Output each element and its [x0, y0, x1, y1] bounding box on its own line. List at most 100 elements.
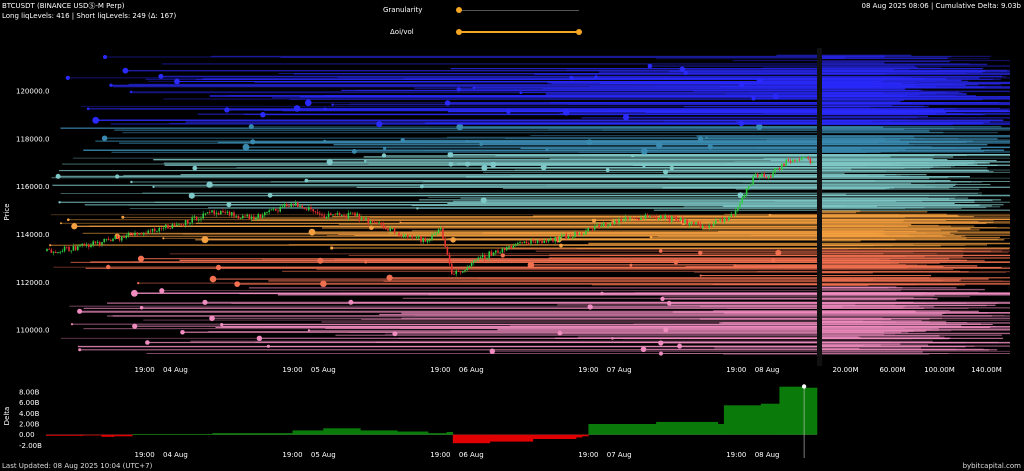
candle-body	[695, 222, 697, 224]
oi-vol-handle-high[interactable]	[576, 29, 582, 35]
candle-body	[572, 236, 574, 238]
liq-level-marker	[450, 237, 456, 243]
volume-bar	[822, 130, 930, 133]
candle-body	[660, 215, 662, 218]
candle-body	[283, 204, 286, 207]
candle-body	[761, 173, 763, 177]
volume-bar	[822, 131, 944, 134]
candle-body	[358, 213, 361, 220]
volume-bar	[822, 147, 955, 149]
candle-body	[220, 211, 222, 215]
candle-body	[286, 204, 288, 207]
candle-body	[805, 157, 807, 158]
candle-body	[424, 237, 427, 242]
candle-body	[462, 271, 464, 273]
candle-body	[589, 228, 592, 229]
candle-body	[807, 157, 809, 159]
volume-bar	[822, 174, 868, 176]
candle-body	[294, 202, 297, 205]
volume-bar	[822, 177, 930, 180]
candle-body	[325, 217, 328, 219]
candle-body	[539, 240, 541, 242]
delta-area-segment	[452, 434, 491, 444]
volume-bar	[822, 119, 910, 121]
delta-time-tick-label: 05 Aug	[311, 451, 336, 459]
price-tick-label: 118000.0	[16, 135, 49, 143]
candle-body	[710, 225, 713, 227]
volume-bar	[822, 302, 857, 304]
candle-body	[94, 241, 97, 244]
candle-body	[330, 213, 332, 216]
candle-body	[365, 217, 367, 220]
candle-body	[407, 234, 409, 238]
candle-body	[486, 258, 488, 259]
volume-bar	[822, 310, 915, 312]
candle-body	[550, 238, 552, 240]
candle-body	[541, 240, 543, 243]
volume-bar	[822, 297, 914, 299]
candle-body	[217, 212, 220, 215]
volume-bar	[822, 225, 952, 227]
candle-body	[765, 177, 768, 178]
candle-body	[347, 213, 350, 219]
candle-body	[99, 242, 101, 245]
candle-body	[479, 257, 482, 259]
candle-body	[367, 217, 369, 224]
candle-body	[382, 224, 385, 229]
volume-bar	[822, 86, 985, 88]
liq-level-marker	[527, 261, 535, 269]
liq-level-marker	[103, 55, 107, 59]
timestamp-cumulative-delta: 08 Aug 2025 08:06 | Cumulative Delta: 9.…	[861, 2, 1021, 10]
delta-area-segment	[397, 431, 429, 435]
candle-body	[809, 158, 812, 164]
candle-body	[743, 194, 746, 198]
delta-area-segment	[489, 434, 534, 442]
volume-bar	[822, 91, 960, 94]
candle-body	[737, 207, 739, 211]
candle-body	[48, 248, 50, 250]
delta-area-segment	[132, 434, 213, 435]
volume-bar	[822, 165, 955, 167]
volume-bar	[822, 123, 953, 126]
oi-vol-handle-low[interactable]	[456, 29, 462, 35]
delta-time-tick-label: 19:00	[430, 451, 450, 459]
candle-body	[140, 233, 143, 235]
volume-bar	[822, 70, 986, 72]
volume-bar	[822, 230, 958, 232]
delta-tick-label: 8.00B	[19, 389, 40, 397]
candle-body	[50, 249, 53, 253]
oi-vol-slider[interactable]	[456, 28, 582, 36]
candle-body	[68, 246, 70, 251]
liq-levels-summary: Long liqLevels: 416 | Short liqLevels: 2…	[2, 12, 177, 20]
time-tick-label: 06 Aug	[459, 366, 484, 374]
candle-body	[453, 274, 455, 275]
candle-body	[345, 215, 347, 219]
candle-body	[644, 214, 647, 219]
volume-bar	[822, 100, 901, 103]
candle-body	[57, 252, 59, 253]
volume-bar	[822, 140, 896, 142]
candle-body	[374, 222, 376, 223]
candle-body	[250, 216, 253, 219]
liq-level-marker	[70, 323, 74, 326]
candle-body	[569, 236, 572, 238]
volume-bar	[822, 330, 914, 332]
candle-body	[288, 206, 290, 208]
candle-body	[402, 235, 405, 237]
candle-body	[519, 242, 521, 244]
candle-body	[468, 266, 471, 268]
candle-body	[651, 216, 653, 217]
granularity-slider[interactable]	[456, 6, 580, 14]
volume-bar	[822, 62, 885, 64]
candle-body	[748, 185, 750, 189]
liq-level-marker	[77, 308, 83, 314]
volume-bar	[822, 320, 922, 322]
candle-body	[154, 228, 156, 232]
candle-body	[717, 220, 719, 222]
volume-bar	[822, 63, 988, 66]
volume-bar	[822, 197, 955, 199]
granularity-label: Granularity	[383, 6, 423, 14]
volume-bar	[822, 148, 906, 151]
delta-time-tick-label: 19:00	[282, 451, 302, 459]
granularity-handle[interactable]	[456, 7, 462, 13]
